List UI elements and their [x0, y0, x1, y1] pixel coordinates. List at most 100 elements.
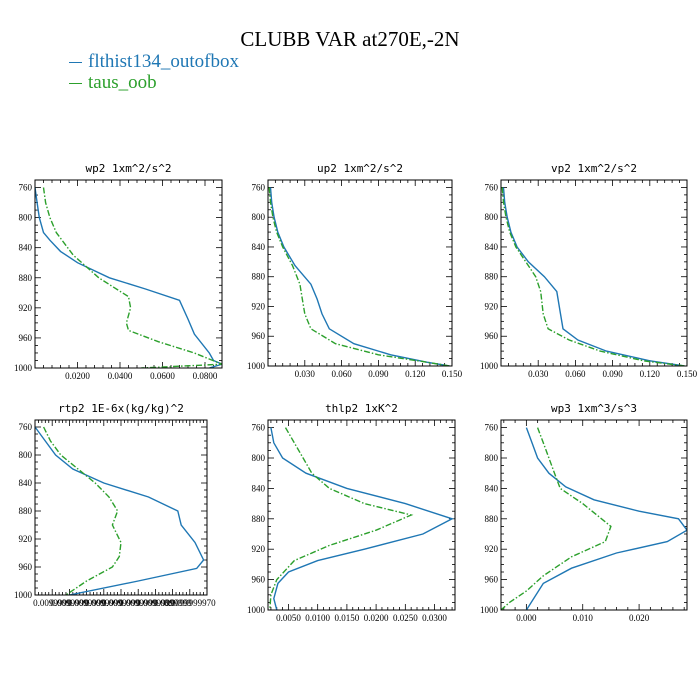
y-tick-label: 920 [252, 301, 266, 311]
x-tick-label: 0.0099999 [67, 598, 106, 608]
legend-line-1 [69, 62, 82, 64]
x-tick-label: 0.150 [677, 369, 698, 379]
panel-title: rtp2 1E-6x(kg/kg)^2 [58, 402, 184, 415]
y-tick-label: 800 [19, 213, 33, 223]
y-tick-label: 800 [485, 212, 499, 222]
y-tick-label: 920 [19, 303, 33, 313]
y-tick-label: 1000 [480, 361, 499, 371]
chart-panel-6: wp3 1xm^3/s^3 760 800 840 880 920 960 1000 0.000… [480, 402, 688, 623]
x-tick-label: 0.0300 [422, 613, 447, 623]
y-tick-label: 840 [252, 242, 266, 252]
panel-frame [267, 419, 456, 611]
series-line-1 [502, 187, 685, 366]
x-tick-label: 0.0099999 [33, 598, 72, 608]
chart-panel-3: vp2 1xm^2/s^2 760 800 840 880 920 960 1000 0.030… [480, 162, 698, 379]
panel-frame [267, 179, 453, 367]
x-tick-label: 0.0099999 [119, 598, 158, 608]
x-tick-label: 0.0800 [193, 371, 218, 381]
y-tick-label: 920 [252, 544, 266, 554]
series-line-2 [42, 426, 122, 595]
series-line-2 [269, 427, 414, 610]
x-tick-label: 0.0050 [276, 613, 301, 623]
panel-title: wp2 1xm^2/s^2 [85, 162, 171, 175]
x-tick-label: 0.000 [516, 613, 537, 623]
x-tick-label: 0.090 [602, 369, 623, 379]
series-line-1 [269, 187, 450, 366]
legend-entry-1: flthist134_outofbox [69, 51, 239, 73]
y-tick-label: 760 [252, 182, 266, 192]
series-line-1 [270, 427, 454, 610]
x-tick-label: 0.060 [565, 369, 586, 379]
figure-title: CLUBB VAR at270E,-2N [240, 27, 460, 51]
y-tick-label: 1000 [14, 363, 33, 373]
x-tick-label: 0.120 [405, 369, 426, 379]
series-line-2 [42, 187, 222, 368]
series-line-2 [501, 187, 685, 366]
chart-panel-1: wp2 1xm^2/s^2 760 800 840 880 920 960 1000 0.020… [14, 162, 223, 381]
y-tick-label: 760 [19, 183, 33, 193]
chart-panel-2: up2 1xm^2/s^2 760 800 840 880 920 960 1000 0.030… [247, 162, 463, 379]
x-tick-label: 0.030 [295, 369, 316, 379]
panel-title: thlp2 1xK^2 [325, 402, 398, 415]
y-tick-label: 760 [19, 422, 33, 432]
y-tick-label: 960 [485, 575, 499, 585]
y-tick-label: 840 [19, 243, 33, 253]
x-tick-label: 0.150 [442, 369, 463, 379]
panel-title: wp3 1xm^3/s^3 [551, 402, 637, 415]
y-tick-label: 920 [19, 534, 33, 544]
y-tick-label: 960 [19, 562, 33, 572]
chart-panel-4: rtp2 1E-6x(kg/kg)^2 760 800 840 880 920 960 100… [14, 402, 216, 608]
y-tick-label: 800 [252, 453, 266, 463]
y-tick-label: 840 [19, 478, 33, 488]
y-tick-label: 1000 [14, 590, 33, 600]
x-tick-label: 0.0099999 [153, 598, 192, 608]
y-tick-label: 1000 [480, 605, 499, 615]
x-tick-label: 0.020 [629, 613, 650, 623]
y-tick-label: 960 [485, 331, 499, 341]
panel-title: up2 1xm^2/s^2 [317, 162, 403, 175]
y-tick-label: 960 [19, 333, 33, 343]
y-tick-label: 880 [19, 273, 33, 283]
chart-panel-5: thlp2 1xK^2 760 800 840 880 920 960 1000 0.0050 0… [247, 402, 456, 623]
x-tick-label: 0.0100 [305, 613, 330, 623]
y-tick-label: 800 [19, 450, 33, 460]
y-tick-label: 960 [252, 331, 266, 341]
x-tick-label: 0.010 [573, 613, 594, 623]
y-tick-label: 880 [485, 514, 499, 524]
x-tick-label: 0.0150 [335, 613, 360, 623]
panel-frame [34, 419, 208, 596]
y-tick-label: 760 [485, 182, 499, 192]
x-tick-label: 0.0099999970 [164, 598, 216, 608]
x-tick-label: 0.060 [331, 369, 352, 379]
panel-frame [500, 179, 688, 367]
x-tick-label: 0.0250 [393, 613, 418, 623]
y-tick-label: 840 [485, 483, 499, 493]
y-tick-label: 760 [485, 423, 499, 433]
y-tick-label: 960 [252, 575, 266, 585]
y-tick-label: 880 [19, 506, 33, 516]
y-tick-label: 880 [485, 272, 499, 282]
x-tick-label: 0.0200 [65, 371, 90, 381]
y-tick-label: 800 [485, 453, 499, 463]
x-tick-label: 0.0200 [364, 613, 389, 623]
series-line-2 [501, 427, 612, 610]
y-tick-label: 1000 [247, 605, 266, 615]
series-line-1 [525, 427, 687, 610]
legend-entry-2: taus_oob [69, 72, 157, 94]
panel-frame [34, 179, 223, 369]
series-line-1 [35, 426, 205, 595]
y-tick-label: 840 [485, 242, 499, 252]
panel-title: vp2 1xm^2/s^2 [551, 162, 637, 175]
series-line-2 [268, 187, 450, 366]
y-tick-label: 760 [252, 423, 266, 433]
legend-label-1: flthist134_outofbox [88, 51, 239, 72]
legend-line-2 [69, 83, 82, 85]
x-tick-label: 0.0099999 [50, 598, 89, 608]
x-tick-label: 0.0099999 [136, 598, 175, 608]
y-tick-label: 880 [252, 514, 266, 524]
x-tick-label: 0.0600 [150, 371, 175, 381]
y-tick-label: 880 [252, 272, 266, 282]
series-line-1 [35, 187, 222, 368]
y-tick-label: 840 [252, 483, 266, 493]
x-tick-label: 0.030 [528, 369, 549, 379]
